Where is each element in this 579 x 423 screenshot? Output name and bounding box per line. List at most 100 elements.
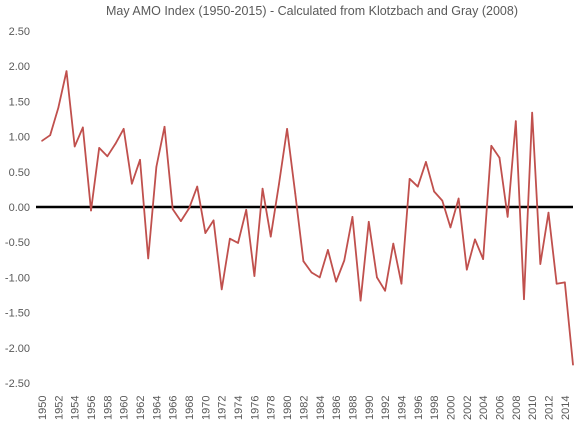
data-point: [302, 260, 305, 263]
y-tick-label: 2.50: [9, 26, 30, 38]
data-point: [441, 199, 444, 202]
data-point: [425, 161, 427, 163]
data-point: [294, 192, 297, 195]
data-point: [482, 258, 484, 260]
data-point: [204, 232, 207, 234]
x-tick-label: 1992: [380, 396, 392, 420]
x-tick-label: 1970: [200, 396, 212, 420]
data-point: [335, 280, 337, 283]
y-axis-ticks: 2.50 2.00 1.50 1.00 0.50 0.00 -0.50 -1.00 -1.50 -…: [5, 26, 30, 390]
data-point: [212, 219, 215, 222]
data-point: [155, 166, 158, 168]
data-point: [572, 363, 574, 366]
x-tick-label: 2010: [527, 396, 539, 420]
x-tick-label: 1962: [135, 396, 147, 420]
data-point: [73, 145, 76, 148]
data-point: [564, 281, 566, 284]
data-point: [490, 144, 493, 147]
x-tick-label: 1952: [53, 396, 65, 420]
data-point: [400, 282, 403, 285]
x-tick-label: 1984: [315, 396, 327, 420]
x-tick-label: 1986: [331, 396, 343, 420]
data-point: [327, 249, 329, 251]
data-point: [180, 220, 182, 222]
data-point: [41, 140, 43, 142]
x-tick-label: 2004: [478, 396, 490, 420]
data-point: [90, 209, 92, 212]
data-point: [310, 271, 313, 274]
x-tick-label: 2002: [462, 396, 474, 420]
data-point: [457, 197, 460, 200]
chart-title: May AMO Index (1950-2015) - Calculated f…: [106, 4, 518, 18]
data-point: [523, 298, 525, 301]
x-axis-ticks: 1950 1952 1954 1956 1958 1960 1962 1964 1966 1968…: [37, 396, 572, 420]
data-point: [245, 209, 248, 211]
x-tick-label: 1980: [282, 396, 294, 420]
data-point: [433, 190, 435, 193]
data-point: [49, 134, 51, 136]
data-point: [98, 147, 100, 149]
data-point: [539, 263, 542, 265]
x-tick-label: 2006: [494, 396, 506, 420]
data-point: [547, 211, 550, 214]
data-point: [237, 242, 239, 244]
x-tick-label: 1994: [396, 396, 408, 420]
data-point: [122, 128, 125, 130]
data-point: [531, 111, 533, 114]
data-point: [506, 216, 509, 218]
data-point: [269, 235, 272, 238]
data-point: [147, 257, 149, 260]
data-point: [65, 70, 68, 72]
x-tick-label: 2014: [560, 396, 572, 420]
y-tick-label: -2.50: [5, 378, 30, 390]
x-tick-label: 1950: [37, 396, 49, 420]
x-tick-label: 1978: [266, 396, 278, 420]
data-point: [131, 182, 133, 185]
data-point: [253, 275, 256, 277]
x-tick-label: 1954: [70, 396, 82, 420]
y-tick-label: 1.50: [9, 96, 30, 108]
y-tick-label: -2.00: [5, 343, 30, 355]
x-tick-label: 1966: [168, 396, 180, 420]
x-tick-label: 2000: [445, 396, 457, 420]
data-point: [498, 156, 501, 159]
data-point: [515, 120, 517, 122]
data-point: [351, 216, 354, 218]
data-point: [139, 159, 141, 161]
data-point: [82, 126, 84, 129]
data-point: [286, 128, 288, 130]
data-point: [466, 268, 468, 271]
y-tick-label: -1.50: [5, 308, 30, 320]
x-tick-label: 1990: [364, 396, 376, 420]
x-tick-label: 1958: [102, 396, 114, 420]
data-point: [343, 259, 346, 262]
data-point: [163, 125, 166, 128]
data-points: [41, 70, 574, 366]
data-point: [449, 226, 452, 229]
x-tick-label: 1974: [233, 396, 245, 420]
x-tick-label: 1960: [119, 396, 131, 420]
data-point: [57, 106, 60, 109]
x-tick-label: 2012: [543, 396, 555, 420]
y-tick-label: 0.50: [9, 167, 30, 179]
data-point: [392, 242, 395, 245]
y-tick-label: 2.00: [9, 61, 30, 73]
data-point: [416, 185, 419, 188]
data-point: [196, 185, 199, 188]
x-tick-label: 1964: [151, 396, 163, 420]
x-tick-label: 1976: [249, 396, 261, 420]
data-point: [555, 282, 558, 285]
data-point: [171, 208, 174, 210]
y-tick-label: 0.00: [9, 202, 30, 214]
data-point: [384, 289, 386, 292]
x-tick-label: 1956: [86, 396, 98, 420]
data-point: [376, 276, 378, 279]
data-point: [278, 183, 280, 186]
y-tick-label: -1.00: [5, 272, 30, 284]
x-tick-label: 1988: [347, 396, 359, 420]
x-tick-label: 1998: [429, 396, 441, 420]
x-tick-label: 1968: [184, 396, 196, 420]
data-point: [408, 178, 411, 180]
series-line-amo: [41, 70, 574, 365]
